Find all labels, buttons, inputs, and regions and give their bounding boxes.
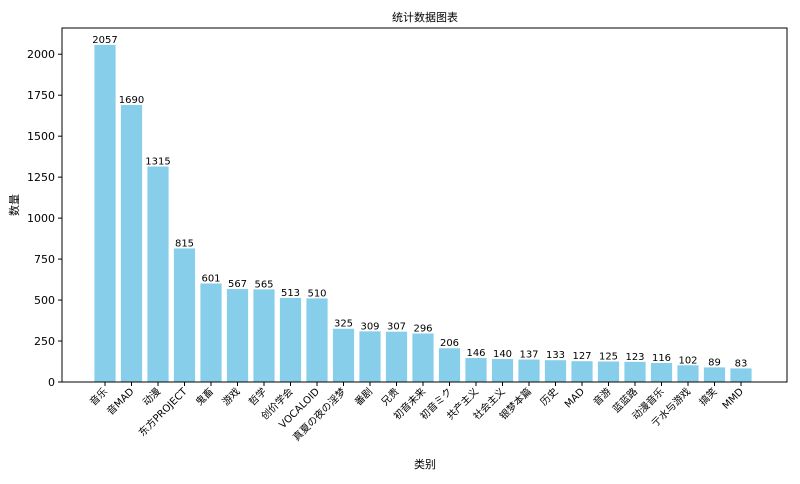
data-label-21: 116 xyxy=(652,353,671,364)
bar-3 xyxy=(173,248,196,382)
y-tick-label-6: 1500 xyxy=(27,130,55,143)
data-label-20: 123 xyxy=(625,352,644,363)
y-tick-label-0: 0 xyxy=(48,376,55,389)
bar-18 xyxy=(571,361,593,382)
data-label-4: 601 xyxy=(201,274,220,285)
x-tick-label-24: MMD xyxy=(721,386,747,412)
bar-15 xyxy=(491,359,514,382)
data-label-10: 309 xyxy=(360,321,379,332)
data-label-14: 146 xyxy=(466,348,485,359)
x-axis-label: 类别 xyxy=(414,457,436,471)
data-labels-layer: 2057 1690 1315 815 601 567 565 513 510 325 309 307 2… xyxy=(92,35,747,370)
bar-24 xyxy=(730,368,752,382)
data-label-24: 83 xyxy=(735,358,748,369)
data-label-1: 1690 xyxy=(119,95,144,106)
x-tick-label-5: 游戏 xyxy=(219,385,242,408)
bar-22 xyxy=(677,365,699,382)
data-label-5: 567 xyxy=(228,279,247,290)
x-tick-label-6: 哲学 xyxy=(246,385,269,408)
data-label-22: 102 xyxy=(678,355,697,366)
bar-11 xyxy=(385,331,408,382)
bar-12 xyxy=(412,333,434,382)
data-label-16: 137 xyxy=(519,350,538,361)
y-axis: 0 250 500 750 1000 1250 1500 1750 2000 xyxy=(27,48,62,389)
y-tick-label-5: 1250 xyxy=(27,171,55,184)
data-label-7: 513 xyxy=(281,288,300,299)
y-tick-label-4: 1000 xyxy=(27,212,55,225)
data-label-18: 127 xyxy=(572,351,591,362)
data-label-2: 1315 xyxy=(145,156,170,167)
y-tick-label-1: 250 xyxy=(34,335,55,348)
bar-13 xyxy=(438,348,461,382)
chart-title: 统计数据图表 xyxy=(392,10,458,24)
bar-23 xyxy=(703,367,726,382)
x-tick-label-4: 鬼畜 xyxy=(193,385,216,408)
bar-1 xyxy=(120,105,143,382)
bar-9 xyxy=(332,328,355,382)
y-tick-label-8: 2000 xyxy=(27,48,55,61)
data-label-23: 89 xyxy=(708,357,721,368)
bar-5 xyxy=(226,289,249,382)
x-tick-label-23: 搞笑 xyxy=(696,385,719,408)
x-tick-label-1: 音MAD xyxy=(104,385,137,418)
bar-6 xyxy=(253,289,275,382)
y-tick-label-7: 1750 xyxy=(27,89,55,102)
y-axis-label: 数量 xyxy=(8,194,21,216)
bar-17 xyxy=(544,360,567,382)
data-label-11: 307 xyxy=(387,322,406,333)
data-label-17: 133 xyxy=(546,350,565,361)
x-tick-label-0: 音乐 xyxy=(87,385,110,408)
y-tick-label-2: 500 xyxy=(34,294,55,307)
bar-14 xyxy=(465,358,487,382)
bar-7 xyxy=(279,297,302,382)
data-label-15: 140 xyxy=(493,349,512,360)
data-label-19: 125 xyxy=(599,352,618,363)
bar-2 xyxy=(147,166,169,382)
bar-8 xyxy=(306,298,328,382)
bar-4 xyxy=(200,283,222,382)
data-label-9: 325 xyxy=(334,319,353,330)
data-label-0: 2057 xyxy=(92,35,117,46)
x-tick-label-2: 动漫 xyxy=(140,386,163,409)
x-tick-label-3: 东方PROJECT xyxy=(136,384,191,439)
data-label-13: 206 xyxy=(440,338,459,349)
data-label-6: 565 xyxy=(254,279,273,290)
plot-frame xyxy=(61,27,788,383)
bar-21 xyxy=(650,362,673,382)
x-tick-label-17: 历史 xyxy=(538,386,561,409)
x-tick-label-18: MAD xyxy=(563,386,587,410)
bar-16 xyxy=(518,359,540,382)
data-label-3: 815 xyxy=(175,238,194,249)
bars-layer xyxy=(94,44,752,382)
bar-10 xyxy=(359,331,381,382)
bar-19 xyxy=(597,361,620,382)
x-tick-label-11: 兄贵 xyxy=(378,385,401,408)
bar-0 xyxy=(94,44,116,382)
data-label-12: 296 xyxy=(413,323,432,334)
x-tick-label-10: 番剧 xyxy=(352,386,375,409)
y-tick-label-3: 750 xyxy=(34,253,55,266)
x-tick-label-19: 音游 xyxy=(590,385,613,408)
bar-20 xyxy=(624,361,646,382)
data-label-8: 510 xyxy=(307,288,326,299)
